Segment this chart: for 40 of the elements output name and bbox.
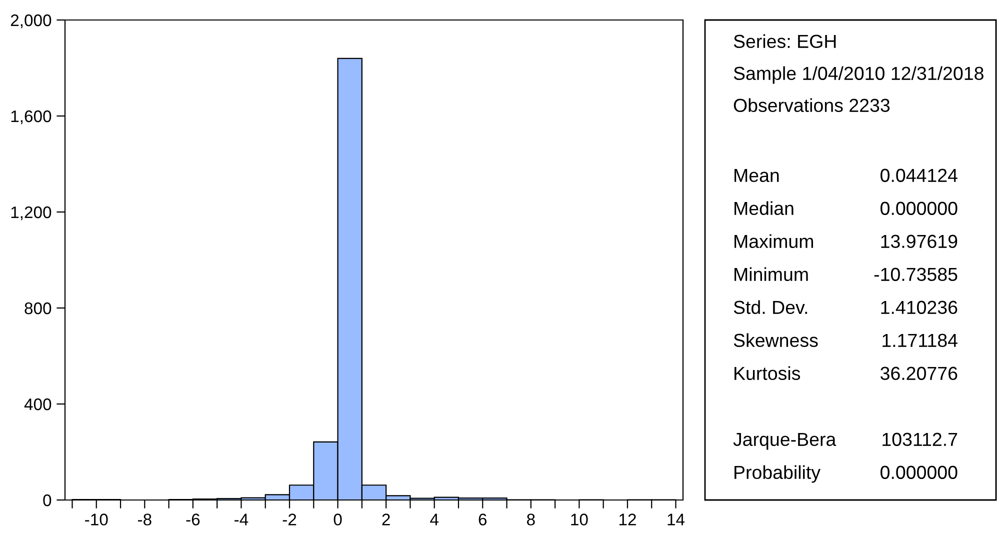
text: 0.000000 [880, 202, 958, 216]
x-tick-label: 10 [571, 514, 588, 526]
x-tick-label: -2 [282, 514, 296, 526]
text: 0.000000 [880, 466, 958, 480]
text: 1.410236 [881, 300, 958, 314]
text: Series: EGH [734, 34, 836, 48]
text: 0.044124 [880, 168, 958, 182]
text: Mean [734, 168, 779, 182]
x-tick-label: 8 [527, 514, 535, 526]
text: Maximum [734, 234, 814, 248]
text: Sample 1/04/2010 12/31/2018 [734, 66, 984, 84]
x-tick-label: 0 [334, 514, 342, 526]
x-tick-label: -10 [85, 514, 108, 526]
y-tick-label: 2,000 [10, 14, 52, 28]
text: Skewness [734, 333, 818, 348]
text: Jarque-Bera [733, 432, 836, 450]
x-tick-label: -6 [186, 514, 200, 526]
x-tick-label: -8 [138, 514, 152, 526]
x-tick-label: 12 [619, 514, 636, 526]
text: Minimum [734, 267, 808, 282]
x-tick-label: 14 [668, 514, 685, 526]
text: 1.171184 [882, 334, 958, 348]
text: Std. Dev. [734, 300, 808, 314]
y-tick-label: 800 [24, 302, 52, 314]
text: 36.20776 [880, 366, 958, 380]
text: Observations 2233 [734, 98, 890, 112]
x-tick-label: 4 [430, 514, 438, 526]
x-tick-label: -4 [234, 514, 248, 526]
text: Median [734, 201, 794, 216]
text: -10.73585 [874, 268, 958, 282]
x-tick-label: 6 [478, 514, 487, 526]
y-tick-label: 1,600 [11, 110, 52, 124]
text: 13.97619 [881, 234, 958, 248]
y-tick-label: 1,200 [11, 206, 52, 220]
text: Probability [734, 465, 821, 483]
y-tick-label: 0 [43, 494, 52, 506]
y-tick-label: 400 [24, 398, 52, 410]
x-tick-label: 2 [382, 514, 390, 526]
text: Kurtosis [734, 366, 800, 380]
text: 103112.7 [882, 432, 958, 446]
